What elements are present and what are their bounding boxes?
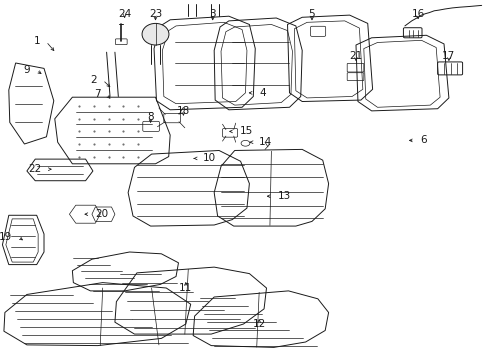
Text: 8: 8: [147, 112, 154, 122]
Text: 2: 2: [90, 75, 97, 85]
Text: 23: 23: [148, 9, 162, 19]
Text: 16: 16: [410, 9, 424, 19]
Text: 3: 3: [209, 9, 216, 19]
Text: 11: 11: [179, 283, 192, 293]
Text: 4: 4: [259, 88, 265, 98]
Text: 6: 6: [420, 135, 427, 145]
Text: 18: 18: [176, 106, 190, 116]
Text: 19: 19: [0, 232, 12, 242]
Text: 5: 5: [308, 9, 315, 19]
Text: 10: 10: [203, 153, 216, 163]
Text: 15: 15: [239, 126, 252, 136]
Text: 21: 21: [348, 51, 362, 61]
Ellipse shape: [142, 23, 169, 45]
Text: 24: 24: [118, 9, 131, 19]
Text: 12: 12: [252, 319, 265, 329]
Text: 7: 7: [93, 89, 100, 99]
Text: 20: 20: [95, 209, 108, 219]
Text: 17: 17: [441, 51, 455, 61]
Text: 14: 14: [259, 137, 272, 147]
Text: 22: 22: [28, 164, 41, 174]
Text: 1: 1: [33, 36, 40, 46]
Text: 13: 13: [277, 191, 290, 201]
Text: 9: 9: [23, 65, 30, 75]
